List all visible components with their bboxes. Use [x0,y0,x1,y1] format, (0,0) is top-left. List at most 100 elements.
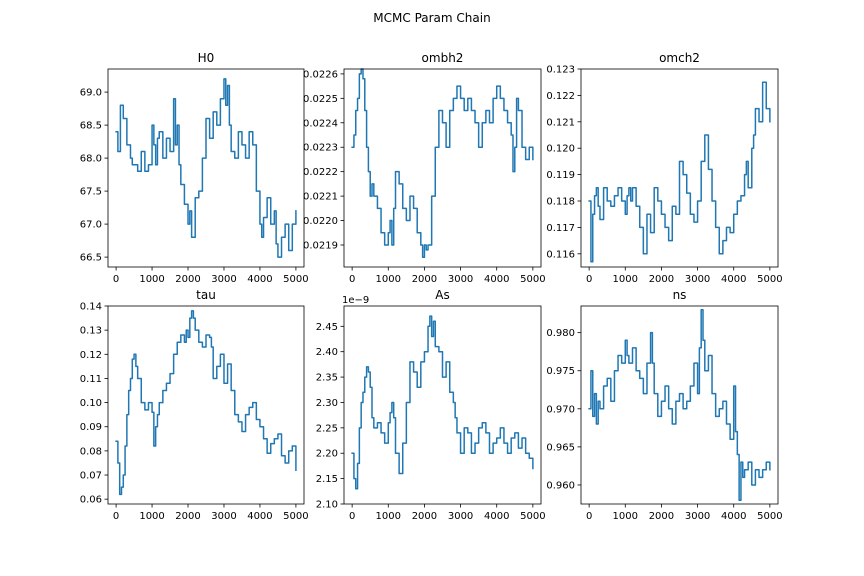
axes-frame [580,68,779,268]
x-tick-label: 5000 [520,274,545,285]
x-tick-label: 4000 [484,511,509,522]
plot-title: omch2 [659,51,700,65]
y-tick-label: 0.118 [546,197,575,208]
x-tick-label: 2000 [649,511,674,522]
plot-title: ombh2 [422,51,464,65]
y-tick-label: 0.970 [546,404,575,415]
x-tick-label: 2000 [412,511,437,522]
axes-frame [580,305,779,505]
y-tick-label: 0.0225 [303,94,338,105]
x-tick-label: 1000 [139,511,164,522]
y-tick-label: 0.123 [546,65,575,76]
series-line [115,78,297,258]
y-tick-label: 69.0 [80,88,102,99]
y-tick-label: 2.15 [316,474,338,485]
axes-frame [107,305,305,505]
x-tick-label: 1000 [139,274,164,285]
axis-offset-label: 1e−9 [342,295,369,306]
y-tick-label: 0.08 [80,446,102,457]
x-tick-label: 2000 [175,511,200,522]
plot-title: H0 [198,51,215,65]
x-tick-label: 1000 [613,511,638,522]
x-tick-label: 4000 [247,274,272,285]
y-tick-label: 67.5 [80,187,102,198]
series-line [351,315,534,490]
x-tick-label: 0 [586,511,592,522]
y-tick-label: 2.35 [316,373,338,384]
subplot-ns: ns 0 1000 2000 3000 4000 5000 0.960 0.965 0.970 0.… [546,288,782,522]
x-tick-label: 5000 [757,511,782,522]
x-tick-label: 0 [586,274,592,285]
x-tick-label: 1000 [376,274,401,285]
x-tick-label: 5000 [520,511,545,522]
y-tick-label: 67.0 [80,220,102,231]
series-line [588,81,771,263]
y-tick-label: 2.20 [316,449,338,460]
x-tick-label: 3000 [211,511,236,522]
x-tick-label: 3000 [448,274,473,285]
y-tick-label: 0.116 [546,249,575,260]
y-tick-label: 2.45 [316,322,338,333]
y-tick-label: 0.965 [546,442,575,453]
y-tick-label: 0.10 [80,398,102,409]
x-tick-label: 0 [349,274,355,285]
series-line [115,310,297,496]
x-tick-label: 4000 [247,511,272,522]
y-tick-label: 0.975 [546,366,575,377]
y-tick-label: 0.960 [546,480,575,491]
y-tick-label: 0.12 [80,350,102,361]
y-tick-label: 2.30 [316,398,338,409]
x-tick-label: 3000 [211,274,236,285]
y-tick-label: 0.07 [80,471,102,482]
x-tick-label: 5000 [757,274,782,285]
figure-suptitle: MCMC Param Chain [373,11,490,25]
subplot-as: As 0 1000 2000 3000 4000 5000 2.10 2.15 2.20 2.25 2… [316,288,546,522]
subplot-grid: H0 0 1000 2000 3000 4000 5000 66.5 67.0 67.5 68.0 6… [80,51,783,522]
y-tick-label: 66.5 [80,253,102,264]
y-tick-label: 0.14 [80,302,102,313]
y-tick-label: 0.0224 [303,118,338,129]
y-tick-label: 2.10 [316,500,338,511]
x-tick-label: 1000 [613,274,638,285]
x-tick-label: 4000 [484,274,509,285]
x-tick-label: 4000 [721,274,746,285]
y-tick-label: 0.0222 [303,167,338,178]
x-tick-label: 3000 [685,274,710,285]
y-tick-label: 0.11 [80,374,102,385]
x-tick-label: 3000 [685,511,710,522]
y-tick-label: 0.0226 [303,69,338,80]
x-tick-label: 2000 [175,274,200,285]
y-tick-label: 0.119 [546,170,575,181]
x-tick-label: 5000 [283,274,308,285]
subplot-ombh2: ombh2 0 1000 2000 3000 4000 5000 0.0219 0.0220 0.… [303,51,546,285]
y-tick-label: 68.5 [80,121,102,132]
plot-title: tau [196,288,216,302]
x-tick-label: 3000 [448,511,473,522]
y-tick-label: 2.40 [316,347,338,358]
y-tick-label: 0.122 [546,91,575,102]
axes-frame [343,305,542,505]
x-tick-label: 1000 [376,511,401,522]
plot-title: As [435,288,449,302]
x-tick-label: 2000 [649,274,674,285]
y-tick-label: 0.121 [546,117,575,128]
subplot-omch2: omch2 0 1000 2000 3000 4000 5000 0.116 0.117 0.11… [546,51,782,285]
y-tick-label: 0.06 [80,495,102,506]
plot-title: ns [673,288,687,302]
x-tick-label: 4000 [721,511,746,522]
x-tick-label: 2000 [412,274,437,285]
x-tick-label: 0 [113,511,119,522]
y-tick-label: 0.120 [546,144,575,155]
axes-frame [343,68,542,268]
y-tick-label: 0.13 [80,326,102,337]
y-tick-label: 0.09 [80,422,102,433]
y-tick-label: 2.25 [316,423,338,434]
y-tick-label: 68.0 [80,154,102,165]
y-tick-label: 0.0223 [303,143,338,154]
series-line [588,309,771,501]
subplot-h0: H0 0 1000 2000 3000 4000 5000 66.5 67.0 67.5 68.0 6… [80,51,309,285]
y-tick-label: 0.0221 [303,192,338,203]
axes-frame [107,68,305,268]
